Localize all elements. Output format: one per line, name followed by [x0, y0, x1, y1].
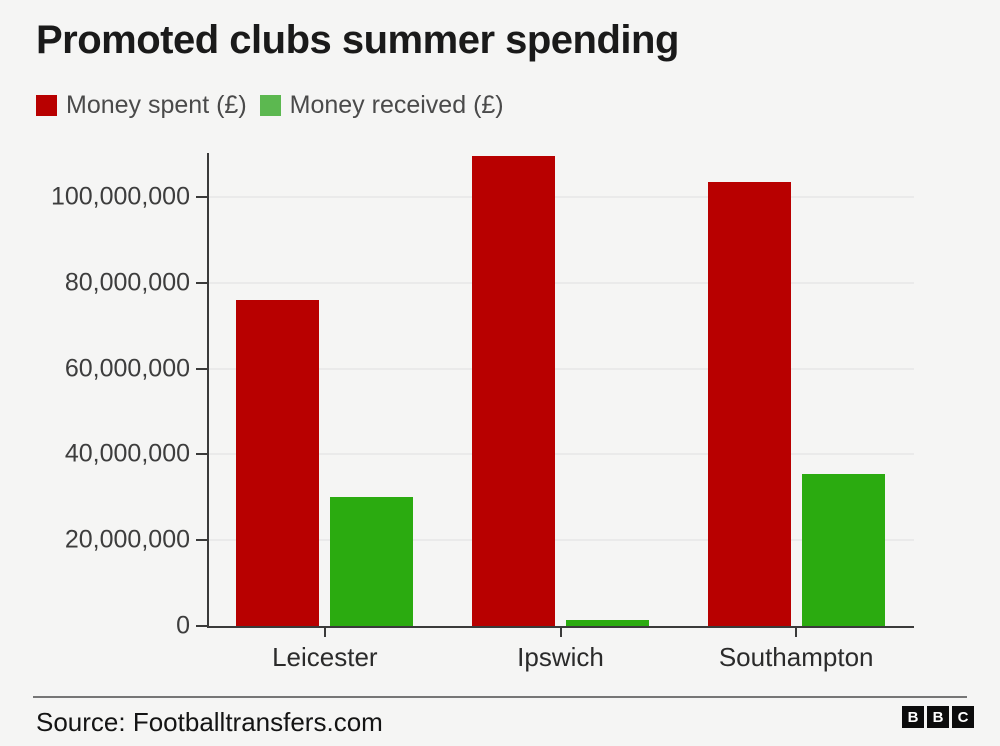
plot-area: 0 20,000,000 40,000,000 60,000,000 80,000,00… [51, 153, 914, 672]
bar-ipswich-spent [472, 156, 555, 626]
bar-leicester-received [330, 497, 414, 626]
source-caption: Source: Footballtransfers.com [36, 707, 383, 737]
y-axis-tick [196, 539, 207, 542]
gridline [209, 367, 914, 370]
bar-southampton-spent [707, 182, 791, 626]
legend-label-spent: Money spent (£) [66, 91, 247, 119]
y-axis-line [207, 153, 209, 628]
y-axis-tick [196, 453, 207, 456]
y-axis-tick-label: 100,000,000 [50, 182, 190, 211]
chart-legend: Money spent (£) Money received (£) [36, 91, 504, 120]
bbc-logo-block: B [902, 706, 924, 728]
bbc-logo: B B C [902, 706, 974, 728]
x-axis-tick [323, 628, 326, 637]
y-axis-tick [196, 196, 207, 199]
footer-divider [33, 696, 967, 698]
y-axis-tick-label: 80,000,000 [64, 268, 190, 297]
x-axis-line [207, 626, 914, 628]
gridline [209, 281, 914, 284]
y-axis-tick [196, 367, 207, 370]
gridline [209, 453, 914, 456]
y-axis-tick-label: 0 [176, 611, 190, 640]
gridline [209, 196, 914, 199]
x-axis-tick [559, 628, 562, 637]
bar-southampton-received [801, 473, 885, 626]
chart-title: Promoted clubs summer spending [36, 18, 679, 62]
legend-swatch-spent-icon [36, 95, 57, 116]
legend-swatch-received-icon [259, 95, 281, 116]
category-label-southampton: Southampton [718, 642, 874, 672]
bar-leicester-spent [236, 300, 320, 626]
category-label-ipswich: Ipswich [517, 642, 604, 672]
y-axis-tick-label: 60,000,000 [64, 354, 190, 383]
y-axis-tick [196, 281, 207, 284]
bbc-logo-block: C [952, 706, 974, 728]
y-axis-tick-label: 20,000,000 [64, 525, 190, 554]
bar-ipswich-received [566, 619, 649, 626]
x-axis-tick [795, 628, 798, 637]
legend-item-spent: Money spent (£) [36, 91, 247, 120]
y-axis-tick [196, 625, 207, 627]
y-axis-tick-label: 40,000,000 [64, 439, 190, 468]
legend-item-received: Money received (£) [259, 91, 504, 120]
legend-label-received: Money received (£) [289, 91, 504, 119]
gridline [209, 539, 914, 542]
bbc-logo-block: B [927, 706, 949, 728]
category-label-leicester: Leicester [272, 642, 378, 672]
